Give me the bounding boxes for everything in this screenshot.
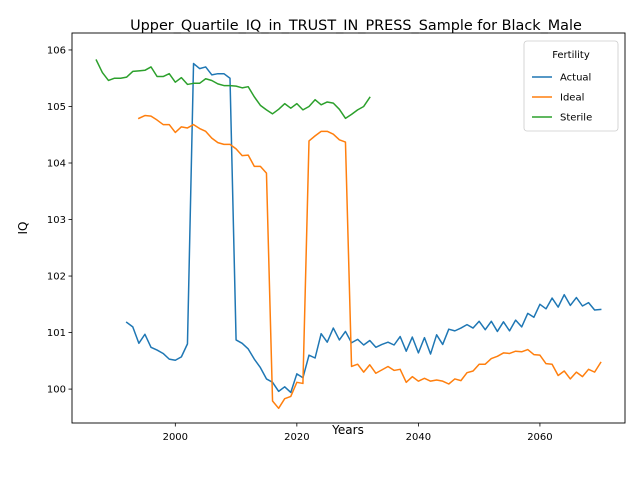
x-axis-label: Years xyxy=(331,423,364,437)
series-line-sterile xyxy=(96,60,369,118)
x-tick-label: 2060 xyxy=(527,432,552,443)
legend-label-actual: Actual xyxy=(560,73,591,84)
y-axis-ticks: 100 101 102 103 104 105 106 xyxy=(47,46,72,396)
legend-label-sterile: Sterile xyxy=(560,113,592,124)
y-tick-label: 106 xyxy=(47,46,66,57)
y-tick-label: 101 xyxy=(47,328,66,339)
legend-label-ideal: Ideal xyxy=(560,93,584,104)
x-tick-label: 2000 xyxy=(163,432,188,443)
y-tick-label: 105 xyxy=(47,102,66,113)
chart-title: Upper_Quartile_IQ_in_TRUST_IN_PRESS_Samp… xyxy=(130,18,582,34)
y-axis-label: IQ xyxy=(16,222,30,235)
y-tick-label: 102 xyxy=(47,272,66,283)
legend-title: Fertility xyxy=(552,50,590,61)
x-tick-label: 2020 xyxy=(284,432,309,443)
y-tick-label: 100 xyxy=(47,385,66,396)
x-tick-label: 2040 xyxy=(406,432,431,443)
y-tick-label: 104 xyxy=(47,159,66,170)
series-line-ideal xyxy=(139,116,601,409)
y-tick-label: 103 xyxy=(47,215,66,226)
legend: Fertility Actual Ideal Sterile xyxy=(524,41,618,131)
